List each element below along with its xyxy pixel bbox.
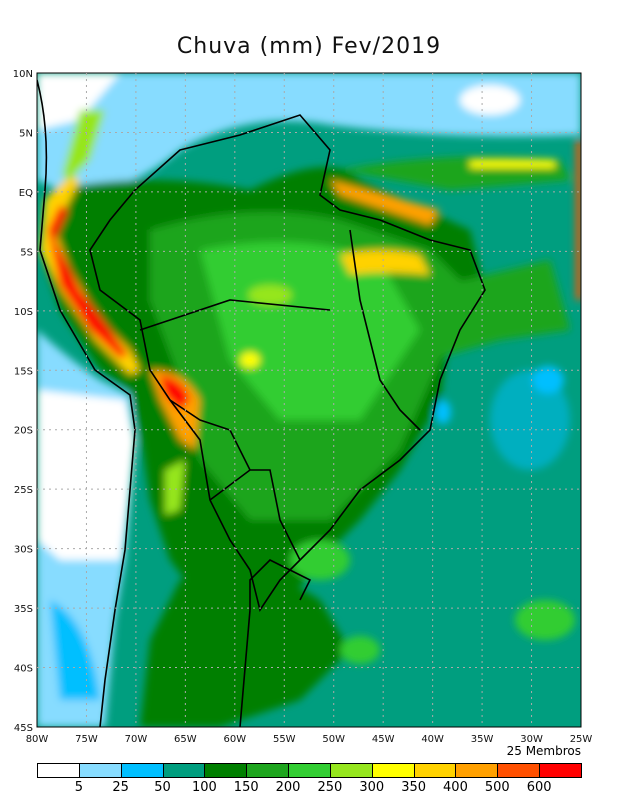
map-frame xyxy=(36,72,582,728)
rainfall-field xyxy=(37,73,581,727)
colorbar-label: 500 xyxy=(484,780,510,795)
colorbar-label: 300 xyxy=(359,780,385,795)
y-tick-label: 35S xyxy=(14,604,33,615)
colorbar-swatch xyxy=(413,763,457,778)
gridlines xyxy=(37,73,581,727)
y-tick-label: 30S xyxy=(14,545,33,556)
colorbar-swatch xyxy=(455,763,499,778)
colorbar-swatch xyxy=(37,763,80,778)
colorbar-label: 400 xyxy=(443,780,468,795)
colorbar-swatch xyxy=(288,763,331,778)
colorbar-label: 100 xyxy=(191,780,217,795)
y-tick-label: 15S xyxy=(14,366,33,377)
colorbar-swatch xyxy=(246,763,290,778)
colorbar-label: 200 xyxy=(275,780,301,795)
x-tick-label: 45W xyxy=(372,734,395,745)
y-tick-label: 45S xyxy=(14,723,33,734)
colorbar-swatch xyxy=(120,763,164,778)
colorbar-label: 350 xyxy=(401,780,427,795)
y-tick-label: 10N xyxy=(13,69,33,80)
y-tick-label: EQ xyxy=(19,188,33,199)
colorbar-label: 250 xyxy=(317,780,343,795)
colorbar-swatch xyxy=(329,763,373,778)
x-tick-label: 70W xyxy=(125,734,148,745)
y-tick-label: 5N xyxy=(19,128,33,139)
colorbar-swatch xyxy=(497,763,541,778)
x-tick-label: 40W xyxy=(421,734,444,745)
y-tick-label: 20S xyxy=(14,426,33,437)
colorbar-swatch xyxy=(162,763,206,778)
y-tick-label: 40S xyxy=(14,664,33,675)
x-tick-label: 50W xyxy=(322,734,345,745)
colorbar-label: 600 xyxy=(526,780,552,795)
colorbar-label: 5 xyxy=(74,780,83,795)
colorbar-swatch xyxy=(539,763,582,778)
colorbar-swatch xyxy=(371,763,415,778)
y-tick-label: 25S xyxy=(14,485,33,496)
x-axis: 80W 75W 70W 65W 60W 55W 50W 45W 40W 35W 30W 25W xyxy=(26,734,593,745)
x-tick-label: 80W xyxy=(26,734,49,745)
x-tick-label: 35W xyxy=(471,734,494,745)
members-label: 25 Membros xyxy=(506,744,581,758)
colorbar-label: 50 xyxy=(154,780,171,795)
y-tick-label: 10S xyxy=(14,307,33,318)
x-tick-label: 75W xyxy=(75,734,98,745)
map-title: Chuva (mm) Fev/2019 xyxy=(176,34,442,59)
x-tick-label: 60W xyxy=(224,734,247,745)
x-tick-label: 30W xyxy=(520,734,543,745)
x-tick-label: 55W xyxy=(273,734,296,745)
y-tick-label: 5S xyxy=(20,247,33,258)
colorbar-swatch xyxy=(78,763,122,778)
colorbar-label: 25 xyxy=(112,780,129,795)
colorbar-label: 150 xyxy=(233,780,259,795)
x-tick-label: 65W xyxy=(174,734,197,745)
colorbar-swatch xyxy=(204,763,248,778)
y-axis: 10N 5N EQ 5S 10S 15S 20S 25S 30S 35S 40S 45S xyxy=(13,69,33,734)
x-tick-label: 25W xyxy=(570,734,593,745)
country-borders xyxy=(37,79,486,727)
